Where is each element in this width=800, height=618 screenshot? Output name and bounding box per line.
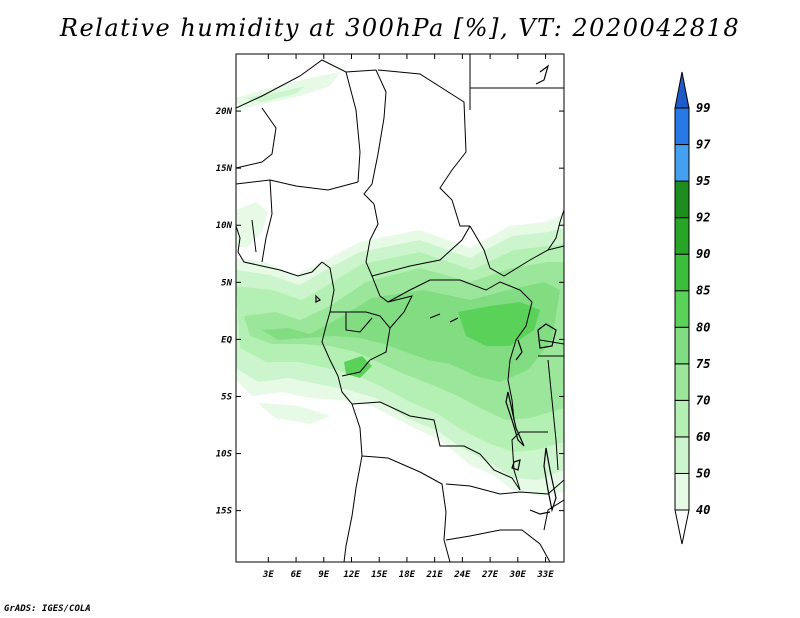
colorbar-bin <box>674 472 690 511</box>
lon-tick-label: 27E <box>481 570 499 580</box>
lon-tick-label: 18E <box>399 570 416 580</box>
lon-tick-label: 30E <box>509 570 527 580</box>
colorbar-bin <box>674 290 690 328</box>
colorbar-label: 97 <box>696 138 711 152</box>
lon-tick-label: 6E <box>291 570 302 580</box>
lon-tick-label: 24E <box>453 570 471 580</box>
map-title: Relative humidity at 300hPa [%], VT: 202… <box>59 14 741 42</box>
colorbar-bin <box>674 436 690 474</box>
colorbar-label: 95 <box>696 174 710 188</box>
colorbar-bin <box>674 107 690 146</box>
grads-credit: GrADS: IGES/COLA <box>4 604 91 614</box>
lon-tick-label: 33E <box>536 570 554 580</box>
lon-tick-label: 21E <box>426 570 444 580</box>
colorbar-bin <box>674 399 690 438</box>
lat-tick-label: 5S <box>221 392 232 402</box>
colorbar-label: 80 <box>696 320 710 334</box>
colorbar-label: 75 <box>696 357 710 371</box>
map-frame <box>235 53 565 563</box>
lakes <box>315 64 557 515</box>
lon-tick-label: 12E <box>343 570 360 580</box>
lon-tick-label: 15E <box>371 570 388 580</box>
longitude-ticks: 3E 6E 9E 12E 15E 18E 21E 24E 27E 30E 33E <box>262 54 554 580</box>
colorbar-label: 40 <box>696 503 710 517</box>
country-borders <box>236 54 564 562</box>
lon-tick-label: 3E <box>262 570 274 580</box>
humidity-shading <box>236 72 564 496</box>
colorbar-label: 50 <box>696 466 710 480</box>
lat-tick-label: 5N <box>221 278 232 288</box>
latitude-ticks: 20N 15N 10N 5N EQ 5S 10S 15S <box>215 107 564 517</box>
colorbar-bin <box>674 144 690 182</box>
lat-tick-label: 10N <box>216 221 233 231</box>
colorbar-label: 85 <box>696 284 710 298</box>
colorbar-label: 60 <box>696 430 710 444</box>
colorbar-bin <box>674 180 690 219</box>
colorbar-bin <box>674 363 690 401</box>
lat-tick-label: 15N <box>216 164 233 174</box>
colorbar-label: 90 <box>696 247 710 261</box>
lat-tick-label: EQ <box>221 335 232 345</box>
lat-tick-label: 20N <box>215 107 233 117</box>
colorbar-label: 92 <box>696 211 710 225</box>
lat-tick-label: 10S <box>216 450 233 460</box>
colorbar: 40 50 60 70 75 80 85 90 92 95 97 99 <box>674 71 711 545</box>
colorbar-bin <box>674 326 690 365</box>
colorbar-label: 99 <box>696 101 710 115</box>
lon-tick-label: 9E <box>318 570 329 580</box>
colorbar-bin <box>674 217 690 255</box>
colorbar-bin <box>674 253 690 292</box>
colorbar-label: 70 <box>696 393 710 407</box>
colorbar-min-triangle <box>674 509 690 545</box>
lat-tick-label: 15S <box>216 507 233 517</box>
colorbar-max-triangle <box>674 71 690 109</box>
